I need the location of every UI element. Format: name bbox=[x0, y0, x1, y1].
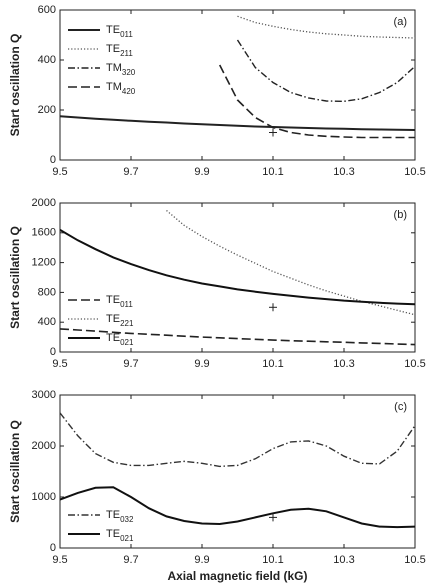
legend-label: TM320 bbox=[106, 62, 136, 77]
x-tick-label: 9.5 bbox=[52, 554, 67, 566]
series-line bbox=[60, 115, 415, 131]
x-tick-label: 10.5 bbox=[404, 554, 425, 566]
y-tick-label: 1000 bbox=[32, 491, 56, 503]
plot-frame bbox=[59, 9, 416, 161]
x-tick-label: 10.3 bbox=[333, 358, 354, 370]
x-tick-label: 9.9 bbox=[194, 166, 209, 178]
y-tick-label: 3000 bbox=[32, 389, 56, 401]
y-tick-label: 400 bbox=[38, 316, 56, 328]
x-tick-label: 9.7 bbox=[123, 554, 138, 566]
panel-label: (c) bbox=[394, 401, 407, 413]
panel-label: (a) bbox=[394, 16, 407, 28]
x-tick-label: 9.7 bbox=[123, 166, 138, 178]
series-line bbox=[237, 15, 415, 39]
x-tick-label: 10.3 bbox=[333, 554, 354, 566]
legend-label: TE021 bbox=[106, 528, 134, 543]
legend-label: TE011 bbox=[106, 24, 133, 39]
measured-point bbox=[269, 513, 277, 522]
x-tick-label: 9.9 bbox=[194, 358, 209, 370]
plot-lines bbox=[60, 412, 415, 529]
series-line bbox=[60, 228, 415, 306]
x-tick-label: 9.7 bbox=[123, 358, 138, 370]
y-tick-label: 2000 bbox=[32, 440, 56, 452]
plot-lines bbox=[60, 210, 415, 346]
x-tick-label: 10.1 bbox=[262, 166, 283, 178]
legend-label: TE011 bbox=[106, 294, 133, 309]
measured-point bbox=[269, 303, 277, 312]
series-line bbox=[60, 328, 415, 346]
legend-label: TM420 bbox=[106, 81, 136, 96]
x-tick-label: 10.5 bbox=[404, 166, 425, 178]
y-tick-label: 2000 bbox=[32, 197, 56, 209]
y-tick-label: 1600 bbox=[32, 227, 56, 239]
series-line bbox=[218, 64, 415, 139]
x-tick-label: 9.5 bbox=[52, 358, 67, 370]
x-tick-label: 9.5 bbox=[52, 166, 67, 178]
x-tick-label: 10.3 bbox=[333, 166, 354, 178]
series-line bbox=[236, 39, 415, 103]
series-line bbox=[166, 210, 415, 316]
series-line bbox=[60, 412, 415, 468]
series-line bbox=[60, 486, 415, 529]
legend-label: TE021 bbox=[106, 332, 134, 347]
y-tick-label: 1200 bbox=[32, 257, 56, 269]
y-tick-label: 0 bbox=[50, 346, 56, 358]
y-axis-title: Start oscillation Q bbox=[8, 34, 22, 137]
x-tick-label: 9.9 bbox=[194, 554, 209, 566]
x-tick-label: 10.1 bbox=[262, 358, 283, 370]
plot-frame bbox=[59, 394, 416, 549]
legend-label: TE221 bbox=[106, 313, 134, 328]
y-tick-label: 600 bbox=[38, 4, 56, 16]
x-tick-label: 10.5 bbox=[404, 358, 425, 370]
y-axis-title: Start oscillation Q bbox=[8, 420, 22, 523]
plot-lines bbox=[60, 15, 415, 139]
y-tick-label: 0 bbox=[50, 542, 56, 554]
y-tick-label: 0 bbox=[50, 154, 56, 166]
x-axis-title: Axial magnetic field (kG) bbox=[167, 569, 307, 583]
measured-point bbox=[269, 128, 277, 137]
y-tick-label: 200 bbox=[38, 104, 56, 116]
x-tick-label: 10.1 bbox=[262, 554, 283, 566]
y-tick-label: 400 bbox=[38, 54, 56, 66]
y-tick-label: 800 bbox=[38, 286, 56, 298]
y-axis-title: Start oscillation Q bbox=[8, 226, 22, 329]
legend-label: TE032 bbox=[106, 509, 134, 524]
panel-label: (b) bbox=[394, 209, 407, 221]
plot-frame bbox=[59, 202, 416, 353]
legend-label: TE211 bbox=[106, 43, 133, 58]
